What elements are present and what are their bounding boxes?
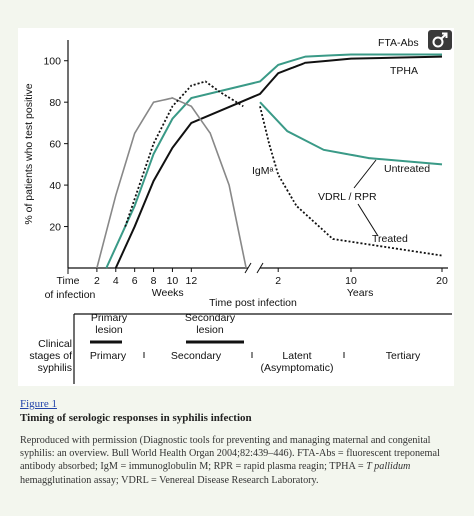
figure-caption: Reproduced with permission (Diagnostic t… (20, 434, 456, 487)
x-start-label: Time (57, 275, 80, 287)
series-line-5 (259, 106, 443, 257)
figure-panel: 20 40 60 80 100 % of patients who test positi… (18, 28, 454, 386)
caption-italic: T pallidum (366, 461, 411, 473)
x-weeks-label: Weeks (152, 287, 184, 299)
stages-title: Clinical stages of syphilis (20, 338, 72, 374)
x-tick-label-weeks: 2 (94, 275, 100, 287)
x-tick-label-weeks: 8 (151, 275, 157, 287)
x-tick-label-weeks: 4 (113, 275, 119, 287)
series-line-3 (124, 80, 244, 227)
y-tick-label: 100 (43, 56, 61, 68)
x-tick-label-weeks: 10 (167, 275, 179, 287)
y-axis-label: % of patients who test positive (23, 83, 35, 224)
series-line-4 (259, 101, 443, 166)
vdrl-pointer-down (357, 203, 379, 237)
x-tick-label-weeks: 6 (132, 275, 138, 287)
label-untreated: Untreated (384, 163, 430, 175)
figure-title: Timing of serologic responses in syphili… (20, 412, 252, 424)
male-symbol-icon (432, 32, 448, 48)
label-igm: IgMᵃ (252, 165, 274, 177)
y-tick-label: 40 (49, 180, 61, 192)
x-tick-label-years: 2 (275, 275, 281, 287)
x-middle-label: Time post infection (209, 297, 297, 309)
label-fta-abs: FTA-Abs (378, 37, 419, 49)
primary-lesion-label: Primary lesion (90, 312, 128, 336)
stage-latent: Latent (Asymptomatic) (260, 350, 334, 374)
y-tick-label: 60 (49, 139, 61, 151)
secondary-lesion-label: Secondary lesion (184, 312, 236, 336)
x-tick-label-weeks: 12 (185, 275, 197, 287)
stages-title-text: Clinical stages of syphilis (29, 338, 72, 374)
y-tick-label: 80 (49, 97, 61, 109)
caption-text: Reproduced with permission (Diagnostic t… (20, 435, 440, 473)
x-tick-label-years: 20 (436, 275, 448, 287)
stage-secondary: Secondary (170, 350, 222, 362)
series-line-2 (96, 97, 247, 269)
axis-break-mark (256, 262, 264, 274)
axis-break-mark (244, 262, 252, 274)
series-line-0 (105, 53, 442, 269)
vdrl-pointer-up (353, 159, 377, 189)
serology-chart: 20 40 60 80 100 % of patients who test positi… (23, 30, 452, 384)
x-start-label-2: of infection (45, 289, 96, 301)
caption-end: hemagglutination assay; VDRL = Venereal … (20, 474, 319, 486)
stage-primary: Primary (89, 350, 127, 362)
figure-link[interactable]: Figure 1 (20, 398, 57, 410)
stage-tertiary: Tertiary (385, 350, 421, 362)
label-vdrl-rpr: VDRL / RPR (318, 191, 377, 203)
x-tick-label-years: 10 (345, 275, 357, 287)
x-years-label: Years (347, 287, 373, 299)
series-line-1 (114, 55, 443, 269)
label-tpha: TPHA (390, 65, 418, 77)
y-tick-label: 20 (49, 222, 61, 234)
label-treated: Treated (372, 233, 408, 245)
